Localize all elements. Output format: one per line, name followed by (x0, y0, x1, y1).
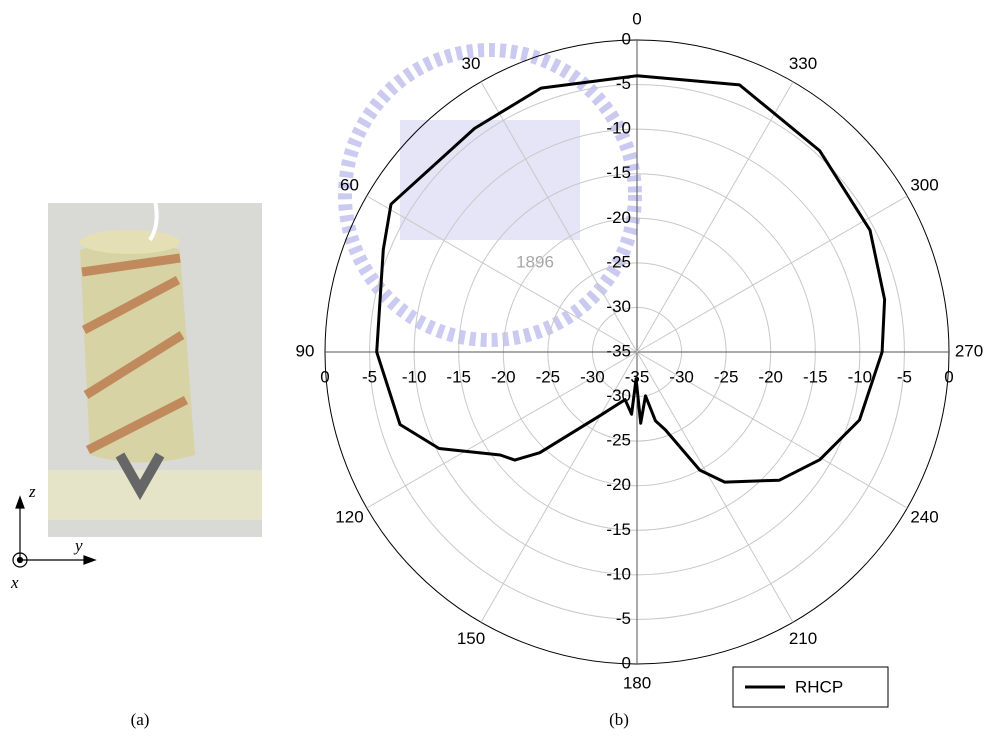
photo (48, 200, 262, 537)
r-tick-label: -30 (606, 297, 631, 316)
r-tick-label: -10 (606, 119, 631, 138)
r-tick-label: 0 (622, 653, 631, 672)
r-tick-label: -20 (491, 367, 516, 386)
r-tick-label: -25 (536, 367, 561, 386)
r-tick-label: -30 (580, 367, 605, 386)
base-tube (48, 470, 262, 520)
legend: RHCP (733, 667, 888, 707)
axis-y: y (73, 536, 83, 555)
angle-label: 240 (910, 507, 938, 526)
r-tick-label: -30 (669, 367, 694, 386)
angle-label: 300 (910, 175, 938, 194)
r-tick-label: 0 (944, 367, 953, 386)
angle-label: 330 (789, 54, 817, 73)
r-tick-label: -15 (446, 367, 471, 386)
cylinder-top (80, 230, 180, 254)
r-tick-label: -25 (714, 367, 739, 386)
r-tick-label: -15 (606, 163, 631, 182)
grid-spoke (637, 352, 793, 622)
angle-label: 150 (457, 629, 485, 648)
r-tick-label: 0 (320, 367, 329, 386)
r-tick-label: -20 (606, 475, 631, 494)
angle-label: 210 (789, 629, 817, 648)
r-tick-label: -25 (606, 252, 631, 271)
r-tick-label: -20 (606, 208, 631, 227)
angle-label: 30 (462, 54, 481, 73)
axis-z: z (28, 482, 36, 501)
angle-label: 120 (335, 507, 363, 526)
angle-label: 90 (296, 341, 315, 360)
panel-label: (a) (131, 710, 150, 729)
axis-x: x (10, 573, 19, 592)
angle-label: 180 (623, 673, 651, 692)
r-tick-label: -25 (606, 431, 631, 450)
figure: z y x (a) (b) 1896 0 30 60 90 120 150 180 210 24… (0, 0, 1007, 740)
r-tick-label: -20 (758, 367, 783, 386)
r-tick-label: 0 (622, 29, 631, 48)
watermark: 1896 (345, 50, 635, 340)
watermark-text: 1896 (516, 252, 554, 271)
angle-label: 270 (955, 341, 983, 360)
r-tick-label: -15 (606, 520, 631, 539)
r-tick-label: -35 (606, 341, 631, 360)
grid-spoke (637, 82, 793, 352)
r-tick-label: -15 (803, 367, 828, 386)
panel-label: (b) (609, 710, 629, 729)
r-tick-label: -10 (848, 367, 873, 386)
grid-spoke (637, 196, 907, 352)
r-tick-label: -5 (897, 367, 912, 386)
polar-chart: 0306090120150180210240270300330-35-35-30… (296, 9, 984, 692)
r-tick-label: -5 (362, 367, 377, 386)
legend-label: RHCP (795, 677, 843, 696)
angle-label: 0 (632, 9, 641, 28)
angle-label: 60 (340, 175, 359, 194)
r-tick-label: -5 (616, 609, 631, 628)
r-tick-label: -10 (606, 564, 631, 583)
r-tick-label: -10 (402, 367, 427, 386)
